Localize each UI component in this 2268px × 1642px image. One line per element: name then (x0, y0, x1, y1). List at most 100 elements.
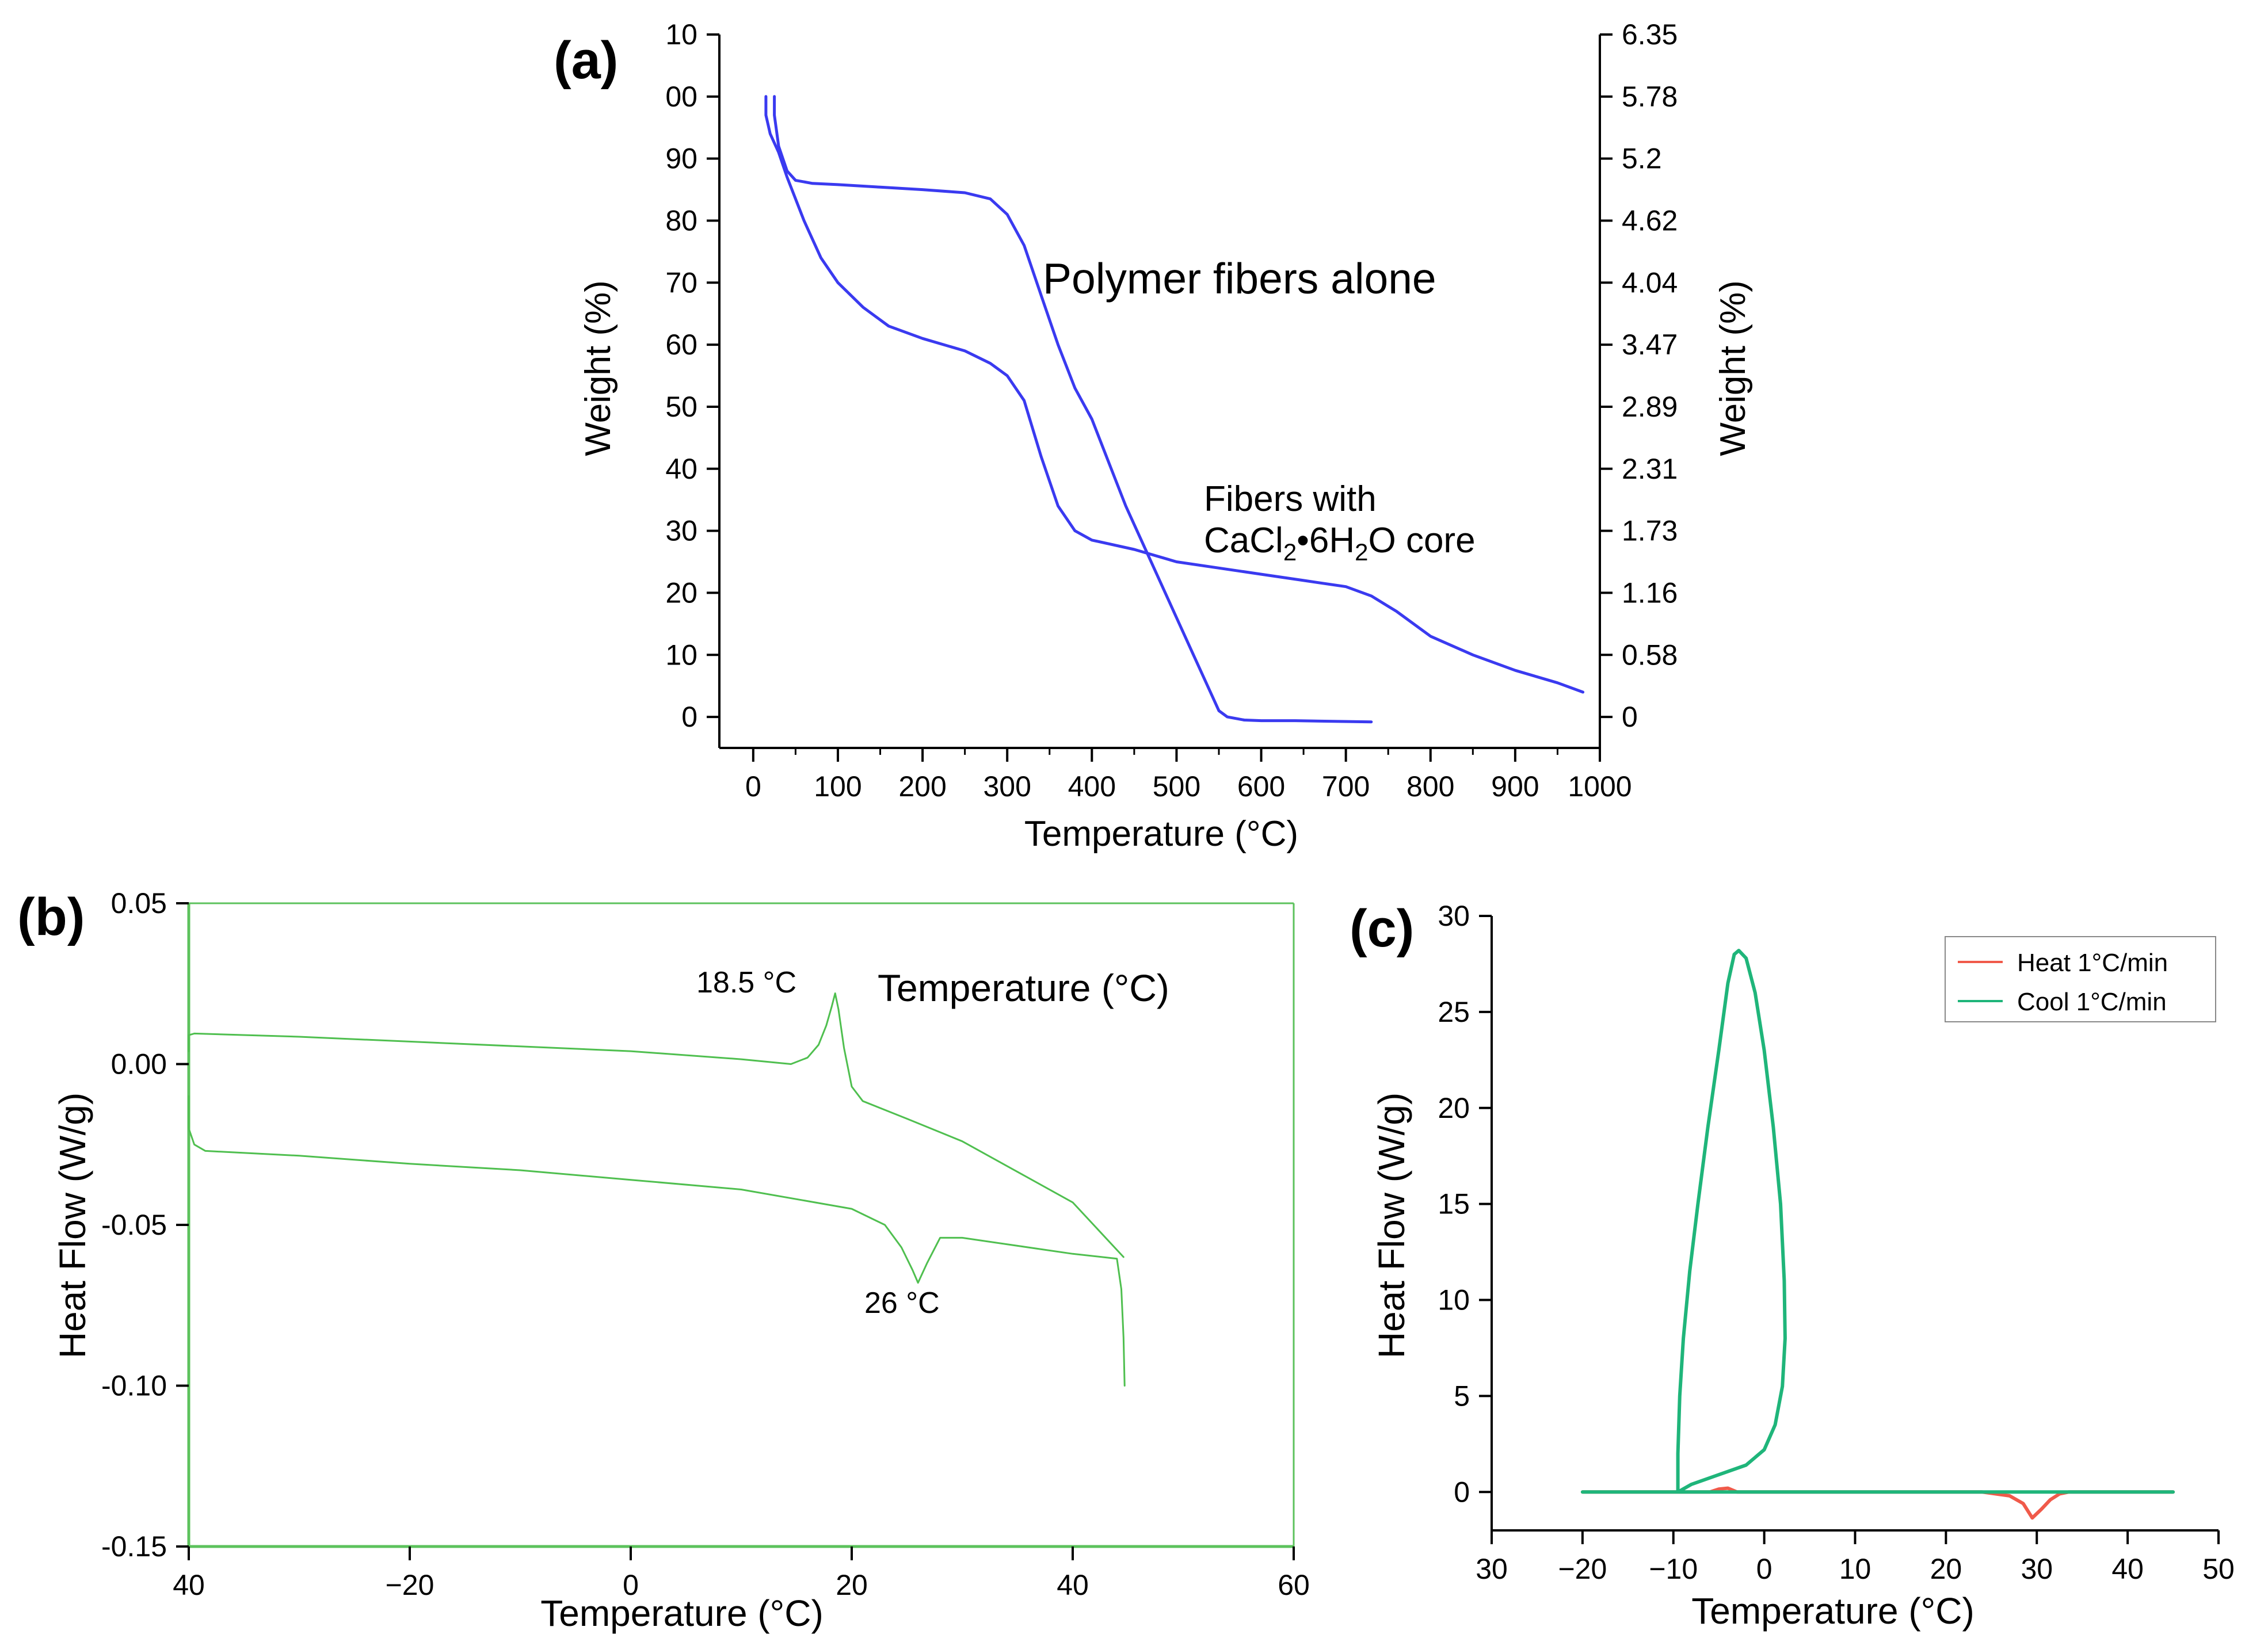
panel-c-label: (c) (1350, 899, 1414, 958)
y2-tick-label: 1.16 (1622, 576, 1678, 609)
panel-a-x-ticks: 0 100 200 300 400 500 600 700 800 900 1000 (745, 748, 1632, 803)
y-tick-label: 70 (665, 266, 697, 299)
y-tick-label: 0 (681, 701, 697, 733)
panel-a-series (764, 95, 1585, 724)
x-tick-label: 30 (1476, 1553, 1508, 1585)
x-tick-label: 60 (1278, 1569, 1310, 1601)
y-tick-label: 0.00 (111, 1048, 167, 1080)
y-tick-label: 20 (665, 576, 697, 609)
panel-c-y-ticks: 0 5 10 15 20 25 30 (1438, 900, 1492, 1508)
series-line-polymer-fibers-alone (773, 95, 1373, 724)
panel-b-annotation-18-5: 18.5 °C (696, 966, 796, 999)
x-tick-label: 30 (2021, 1553, 2053, 1585)
y-tick-label: 80 (665, 204, 697, 236)
x-tick-label: 40 (1057, 1569, 1089, 1601)
panel-c-y-axis-title: Heat Flow (W/g) (1371, 1093, 1412, 1358)
y-tick-label: 60 (665, 329, 697, 361)
x-tick-label: 300 (983, 770, 1031, 803)
x-tick-label: 40 (2111, 1553, 2144, 1585)
x-tick-label: 600 (1237, 770, 1285, 803)
y-tick-label: -0.10 (101, 1370, 167, 1402)
y-tick-label: -0.05 (101, 1209, 167, 1241)
panel-a-y2-axis-title: Weight (%) (1713, 280, 1753, 456)
y2-tick-label: 5.2 (1622, 143, 1662, 175)
legend-label-heat: Heat 1°C/min (2017, 949, 2168, 977)
y-tick-label: 10 (1438, 1284, 1470, 1316)
y-tick-label: 10 (665, 18, 697, 51)
x-tick-label: −20 (1558, 1553, 1607, 1585)
y-tick-label: 0.05 (111, 887, 167, 919)
x-tick-label: 0 (745, 770, 761, 803)
y-tick-label: 50 (665, 391, 697, 423)
y2-tick-label: 3.47 (1622, 329, 1678, 361)
y2-tick-label: 2.89 (1622, 391, 1678, 423)
y2-tick-label: 2.31 (1622, 453, 1678, 485)
x-tick-label: 10 (1839, 1553, 1871, 1585)
panel-c-x-ticks: 30 −20 −10 0 10 20 30 40 50 (1476, 1530, 2235, 1585)
x-tick-label: 900 (1491, 770, 1539, 803)
series-line-cooling-upper (188, 992, 1125, 1258)
x-tick-label: 100 (814, 770, 862, 803)
panel-b-y-ticks: 0.05 0.00 -0.05 -0.10 -0.15 (101, 887, 189, 1563)
x-tick-label: 800 (1406, 770, 1454, 803)
y-tick-label: 0 (1454, 1476, 1470, 1508)
x-tick-label: 1000 (1568, 770, 1632, 803)
y-tick-label: 15 (1438, 1188, 1470, 1220)
x-tick-label: 0 (1756, 1553, 1773, 1585)
panel-c-legend: Heat 1°C/min Cool 1°C/min (1945, 936, 2216, 1022)
y2-tick-label: 6.35 (1622, 18, 1678, 51)
series-line-fibers-with-cacl2-6h2o-core (764, 95, 1585, 694)
x-tick-label: 500 (1153, 770, 1200, 803)
y-tick-label: 20 (1438, 1092, 1470, 1124)
panel-c-series (1580, 949, 2175, 1520)
panel-c-x-axis-title: Temperature (°C) (1691, 1590, 1975, 1632)
legend-label-cool: Cool 1°C/min (2017, 988, 2167, 1016)
panel-b-annotation-26: 26 °C (864, 1286, 940, 1320)
panel-a-annotation-fibers-line1: Fibers with (1204, 479, 1377, 519)
x-tick-label: 700 (1322, 770, 1370, 803)
panel-b-x-ticks: 40 −20 0 20 40 60 (173, 1546, 1310, 1601)
y-tick-label: 00 (665, 81, 697, 113)
panel-b-y-axis-title: Heat Flow (W/g) (52, 1093, 93, 1358)
panel-a-y-ticks: 10 00 90 80 70 60 50 40 30 20 10 0 (665, 18, 719, 733)
series-line-cool-1-c-min (1580, 949, 2175, 1494)
x-tick-label: 400 (1068, 770, 1116, 803)
y2-tick-label: 5.78 (1622, 81, 1678, 113)
y-tick-label: 40 (665, 453, 697, 485)
y-tick-label: -0.15 (101, 1530, 167, 1563)
y2-tick-label: 1.73 (1622, 515, 1678, 547)
series-line-heating-lower (188, 1095, 1126, 1387)
y-tick-label: 5 (1454, 1380, 1470, 1412)
x-tick-label: 20 (1930, 1553, 1962, 1585)
x-tick-label: 200 (898, 770, 946, 803)
panel-c: (c) 0 5 10 15 20 25 30 30 −20 −10 0 10 20 30 40 50 Tem… (1350, 899, 2235, 1632)
legend-box (1945, 936, 2216, 1022)
panel-a-x-axis-title: Temperature (°C) (1024, 814, 1298, 854)
panel-a-frame (718, 35, 1601, 749)
y-tick-label: 90 (665, 143, 697, 175)
panel-b-x-axis-title: Temperature (°C) (540, 1593, 824, 1634)
panel-b-series (188, 992, 1126, 1387)
panel-a-y-axis-title: Weight (%) (578, 280, 618, 456)
x-tick-label: 50 (2202, 1553, 2235, 1585)
y-tick-label: 25 (1438, 996, 1470, 1028)
x-tick-label: 40 (173, 1569, 205, 1601)
y2-tick-label: 0.58 (1622, 639, 1678, 671)
panel-a-y2-ticks: 6.35 5.78 5.2 4.62 4.04 3.47 2.89 2.31 1.73 1.16 0… (1600, 18, 1678, 733)
series-line-heat-1-c-min (1580, 1486, 2175, 1520)
y-tick-label: 30 (1438, 900, 1470, 932)
panel-a-label: (a) (554, 31, 618, 90)
panel-a-annotation-fibers-line2: CaCl2•6H2O core (1204, 521, 1476, 566)
panel-b: (b) 0.05 0.00 -0.05 -0.10 -0.15 40 −20 0 20 40 60… (17, 887, 1310, 1634)
panel-b-label: (b) (17, 888, 85, 946)
x-tick-label: −20 (386, 1569, 434, 1601)
y2-tick-label: 4.62 (1622, 204, 1678, 236)
panel-b-inner-title: Temperature (°C) (878, 967, 1169, 1009)
x-tick-label: 20 (836, 1569, 868, 1601)
y-tick-label: 10 (665, 639, 697, 671)
x-tick-label: 0 (623, 1569, 639, 1601)
x-tick-label: −10 (1649, 1553, 1698, 1585)
y-tick-label: 30 (665, 515, 697, 547)
